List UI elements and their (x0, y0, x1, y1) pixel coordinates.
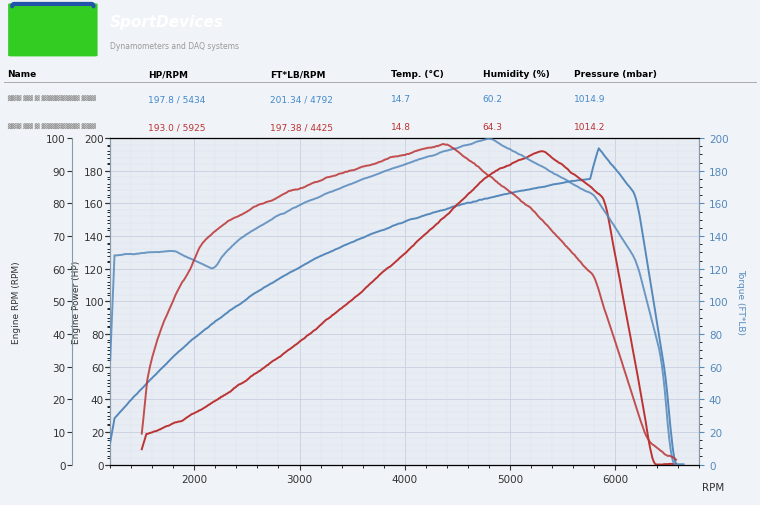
Text: 64.3: 64.3 (483, 123, 502, 132)
Text: ▓▓▓ ▓▓ ▓ ▓▓▓▓▓▓▓▓ ▓▓▓: ▓▓▓ ▓▓ ▓ ▓▓▓▓▓▓▓▓ ▓▓▓ (8, 95, 97, 101)
Text: 14.7: 14.7 (391, 95, 411, 104)
Text: 201.34 / 4792: 201.34 / 4792 (270, 95, 333, 104)
Text: HP/RPM: HP/RPM (148, 70, 188, 79)
Text: 14.8: 14.8 (391, 123, 411, 132)
Text: Humidity (%): Humidity (%) (483, 70, 549, 79)
Text: 193.0 / 5925: 193.0 / 5925 (148, 123, 206, 132)
Text: FT*LB/RPM: FT*LB/RPM (270, 70, 325, 79)
Text: 1014.2: 1014.2 (574, 123, 605, 132)
Text: Dynamometers and DAQ systems: Dynamometers and DAQ systems (109, 42, 239, 50)
Y-axis label: Engine RPM (RPM): Engine RPM (RPM) (12, 261, 21, 343)
Text: SportDevices: SportDevices (109, 15, 223, 30)
Text: 197.38 / 4425: 197.38 / 4425 (270, 123, 333, 132)
Text: Name: Name (8, 70, 36, 79)
Text: ▓▓▓ ▓▓ ▓ ▓▓▓▓▓▓▓▓ ▓▓▓: ▓▓▓ ▓▓ ▓ ▓▓▓▓▓▓▓▓ ▓▓▓ (8, 123, 97, 129)
Text: RPM: RPM (702, 482, 724, 492)
Text: 1014.9: 1014.9 (574, 95, 605, 104)
FancyBboxPatch shape (8, 5, 97, 57)
Text: 197.8 / 5434: 197.8 / 5434 (148, 95, 205, 104)
Text: Temp. (°C): Temp. (°C) (391, 70, 444, 79)
Y-axis label: Engine Power (HP): Engine Power (HP) (72, 260, 81, 343)
Y-axis label: Torque (FT*LB): Torque (FT*LB) (736, 269, 746, 335)
Text: Pressure (mbar): Pressure (mbar) (574, 70, 657, 79)
Text: 60.2: 60.2 (483, 95, 502, 104)
